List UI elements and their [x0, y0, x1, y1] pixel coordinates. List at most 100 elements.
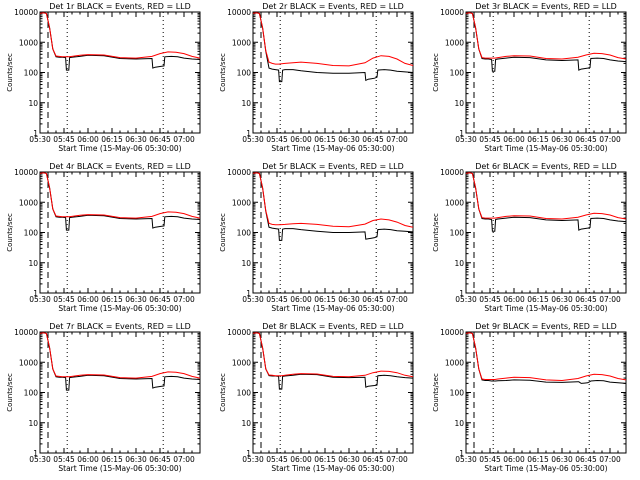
x-tick-label: 05:30 — [455, 295, 477, 304]
x-tick-label: 06:30 — [551, 455, 573, 464]
series-events-line — [465, 172, 627, 232]
x-tick-label: 07:00 — [599, 135, 621, 144]
y-axis-label: Counts/sec — [219, 373, 227, 412]
y-tick-label: 100 — [237, 69, 252, 78]
panel-title: Det 1r BLACK = Events, RED = LLD — [49, 2, 191, 11]
y-tick-label: 1 — [33, 289, 38, 298]
panel-title: Det 2r BLACK = Events, RED = LLD — [262, 2, 404, 11]
x-tick-label: 06:00 — [503, 135, 525, 144]
x-tick-label: 07:00 — [173, 455, 195, 464]
y-tick-label: 1 — [246, 449, 251, 458]
x-tick-label: 06:00 — [77, 135, 99, 144]
y-tick-label: 10 — [241, 99, 251, 108]
y-tick-label: 100 — [24, 69, 39, 78]
x-tick-label: 07:00 — [386, 295, 408, 304]
panel-det-2: Det 2r BLACK = Events, RED = LLD 1 10 100 10… — [219, 2, 414, 153]
x-tick-label: 06:30 — [551, 295, 573, 304]
x-tick-label: 05:30 — [29, 135, 51, 144]
x-tick-label: 05:30 — [455, 455, 477, 464]
panel-title: Det 5r BLACK = Events, RED = LLD — [262, 162, 404, 171]
panel-det-7: Det 7r BLACK = Events, RED = LLD 1 10 100 10… — [6, 322, 201, 473]
x-tick-label: 06:00 — [77, 455, 99, 464]
series-events-line — [465, 332, 627, 384]
series-lld-line — [465, 12, 627, 60]
y-axis-label: Counts/sec — [432, 213, 440, 252]
x-tick-label: 06:45 — [149, 135, 171, 144]
plot-frame — [252, 11, 414, 134]
y-tick-label: 1 — [246, 289, 251, 298]
x-tick-label: 05:30 — [242, 455, 264, 464]
x-axis-label: Start Time (15-May-06 05:30:00) — [58, 464, 181, 473]
x-tick-label: 06:00 — [290, 455, 312, 464]
series-lld-line — [465, 332, 627, 382]
x-tick-label: 07:00 — [599, 455, 621, 464]
y-tick-label: 10 — [454, 259, 464, 268]
x-axis-label: Start Time (15-May-06 05:30:00) — [58, 304, 181, 313]
y-tick-label: 10 — [28, 419, 38, 428]
x-tick-label: 06:00 — [290, 135, 312, 144]
x-tick-label: 06:45 — [362, 455, 384, 464]
x-tick-label: 05:45 — [266, 455, 288, 464]
y-tick-label: 1000 — [445, 38, 464, 47]
y-tick-label: 100 — [450, 229, 465, 238]
x-tick-label: 05:45 — [53, 295, 75, 304]
x-tick-label: 06:15 — [314, 455, 336, 464]
x-tick-label: 06:00 — [503, 455, 525, 464]
y-tick-label: 10 — [28, 99, 38, 108]
series-lld-line — [252, 172, 414, 228]
x-tick-label: 06:30 — [338, 455, 360, 464]
x-tick-label: 05:30 — [242, 295, 264, 304]
y-axis-label: Counts/sec — [432, 53, 440, 92]
x-tick-label: 06:30 — [125, 455, 147, 464]
x-axis-label: Start Time (15-May-06 05:30:00) — [484, 464, 607, 473]
x-tick-label: 06:30 — [125, 135, 147, 144]
y-tick-label: 1 — [459, 129, 464, 138]
x-tick-label: 06:45 — [149, 455, 171, 464]
x-tick-label: 07:00 — [599, 295, 621, 304]
panel-det-6: Det 6r BLACK = Events, RED = LLD 1 10 100 10… — [432, 162, 627, 313]
panel-det-3: Det 3r BLACK = Events, RED = LLD 1 10 100 10… — [432, 2, 627, 153]
x-tick-label: 05:45 — [266, 295, 288, 304]
x-tick-label: 05:30 — [29, 455, 51, 464]
panel-title: Det 8r BLACK = Events, RED = LLD — [262, 322, 404, 331]
y-tick-label: 10000 — [14, 168, 38, 177]
x-tick-label: 06:15 — [314, 295, 336, 304]
series-events-line — [39, 172, 201, 231]
x-tick-label: 05:30 — [29, 295, 51, 304]
panel-title: Det 9r BLACK = Events, RED = LLD — [475, 322, 617, 331]
x-tick-label: 05:30 — [455, 135, 477, 144]
y-tick-label: 1 — [33, 129, 38, 138]
plot-frame — [39, 331, 201, 454]
series-events-line — [252, 12, 414, 83]
plot-frame — [465, 171, 627, 294]
y-tick-label: 10000 — [227, 8, 251, 17]
y-tick-label: 10 — [241, 419, 251, 428]
x-tick-label: 06:45 — [575, 455, 597, 464]
y-tick-label: 100 — [24, 229, 39, 238]
x-tick-label: 06:45 — [575, 135, 597, 144]
y-tick-label: 1 — [246, 129, 251, 138]
panel-det-4: Det 4r BLACK = Events, RED = LLD 1 10 100 10… — [6, 162, 201, 313]
x-tick-label: 06:15 — [101, 295, 123, 304]
plot-frame — [39, 171, 201, 294]
y-tick-label: 1000 — [232, 38, 251, 47]
panel-title: Det 3r BLACK = Events, RED = LLD — [475, 2, 617, 11]
series-lld-line — [39, 12, 201, 59]
x-tick-label: 05:30 — [242, 135, 264, 144]
series-events-line — [465, 12, 627, 72]
x-tick-label: 07:00 — [386, 135, 408, 144]
plot-frame — [252, 331, 414, 454]
x-tick-label: 06:00 — [290, 295, 312, 304]
y-tick-label: 10 — [241, 259, 251, 268]
x-tick-label: 07:00 — [173, 295, 195, 304]
x-tick-label: 06:45 — [362, 295, 384, 304]
y-tick-label: 10000 — [440, 168, 464, 177]
panel-det-8: Det 8r BLACK = Events, RED = LLD 1 10 100 10… — [219, 322, 414, 473]
x-tick-label: 06:30 — [338, 295, 360, 304]
y-tick-label: 1000 — [19, 198, 38, 207]
y-tick-label: 100 — [450, 389, 465, 398]
x-tick-label: 06:45 — [575, 295, 597, 304]
series-events-line — [252, 332, 414, 390]
x-tick-label: 05:45 — [479, 455, 501, 464]
